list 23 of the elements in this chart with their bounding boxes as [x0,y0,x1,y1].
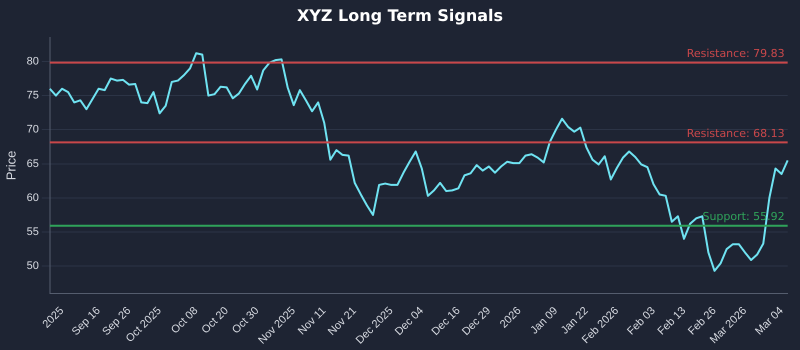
y-tick-label: 50 [26,260,39,272]
x-tick-label: Dec 04 [392,304,426,338]
x-tick-label: Sep 16 [70,304,103,338]
x-tick-label: Dec 29 [460,304,494,338]
ref-line-label: Resistance: 68.13 [686,126,785,140]
x-tick-label: Feb 13 [656,304,688,338]
y-tick-label: 60 [26,192,39,204]
x-tick-label: Jan 09 [528,304,560,337]
x-tick-label: Mar 04 [753,304,786,338]
y-axis-title: Price [3,150,18,180]
x-tick-label: Nov 11 [296,304,328,338]
y-tick-label: 80 [26,56,39,68]
y-tick-label: 65 [26,158,39,170]
chart-title: XYZ Long Term Signals [296,5,504,27]
y-tick-label: 70 [26,124,39,136]
y-tick-label: 55 [26,226,39,238]
x-tick-label: Oct 08 [169,304,200,336]
x-tick-label: Dec 16 [430,304,463,338]
ref-line-label: Resistance: 79.83 [686,46,785,60]
x-tick-label: Oct 30 [230,304,262,336]
x-tick-label: Oct 20 [200,304,231,336]
x-tick-label: Feb 03 [625,304,658,338]
y-tick-label: 75 [26,90,39,102]
